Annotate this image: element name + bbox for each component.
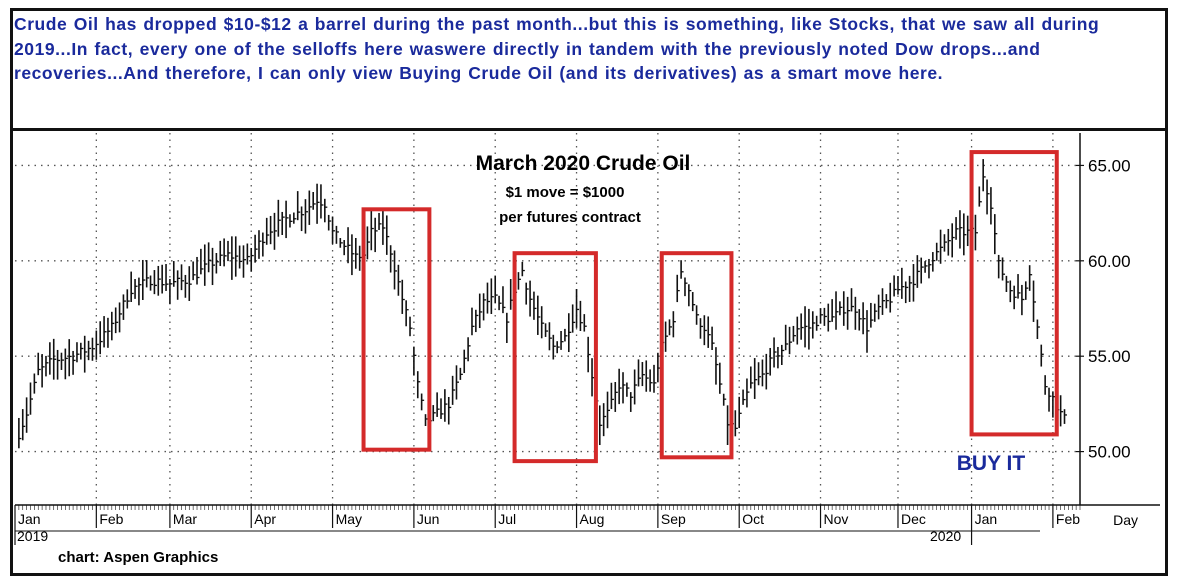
chart-title: March 2020 Crude Oil <box>476 152 691 175</box>
x-tick-label: Feb <box>99 511 123 527</box>
x-tick-label: Sep <box>661 511 686 527</box>
x-tick-label: Aug <box>580 511 605 527</box>
header-divider <box>10 128 1168 131</box>
highlight-boxes <box>361 150 1059 464</box>
chart-credit: chart: Aspen Graphics <box>58 549 218 566</box>
chart-frame <box>10 8 1168 576</box>
x-tick-label: Oct <box>742 511 764 527</box>
year-label-2020: 2020 <box>930 528 961 544</box>
y-tick-label: 55.00 <box>1088 347 1131 366</box>
annotation-text: Crude Oil has dropped $10-$12 a barrel d… <box>14 14 1100 83</box>
x-axis-label: Day <box>1113 512 1138 528</box>
y-tick-label: 50.00 <box>1088 443 1131 462</box>
x-tick-label: Mar <box>173 511 197 527</box>
highlight-box <box>361 207 432 452</box>
x-tick-label: Jan <box>975 511 998 527</box>
x-tick-label: Nov <box>824 511 849 527</box>
y-tick-label: 60.00 <box>1088 252 1131 271</box>
highlight-box <box>512 251 598 464</box>
x-tick-label: Jun <box>417 511 440 527</box>
highlight-box <box>969 150 1059 437</box>
axes: 65.00 60.00 55.00 50.00 Jan Feb Mar Apr May Jun Ju… <box>14 133 1160 545</box>
x-tick-label: Jan <box>18 511 41 527</box>
year-label-2019: 2019 <box>17 528 48 544</box>
price-bars <box>18 159 1068 449</box>
chart-subtitle-line-1: $1 move = $1000 <box>506 184 625 201</box>
y-tick-label: 65.00 <box>1088 156 1131 175</box>
x-tick-label: Apr <box>254 511 276 527</box>
highlight-box <box>659 251 734 460</box>
x-tick-label: May <box>336 511 362 527</box>
x-tick-label: Feb <box>1056 511 1080 527</box>
buy-it-label: BUY IT <box>957 452 1026 475</box>
x-tick-label: Dec <box>901 511 926 527</box>
chart-subtitle-line-2: per futures contract <box>499 209 641 226</box>
x-tick-label: Jul <box>498 511 516 527</box>
